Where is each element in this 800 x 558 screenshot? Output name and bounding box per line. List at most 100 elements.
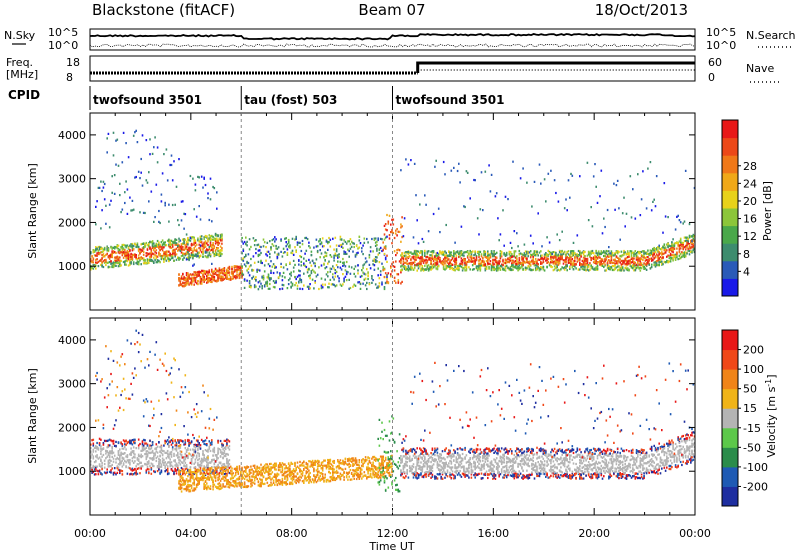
echo-cell: [129, 197, 131, 199]
echo-cell: [249, 238, 251, 240]
echo-cell: [642, 170, 644, 172]
echo-cell: [516, 255, 518, 257]
echo-cell: [480, 208, 482, 210]
echo-cell: [496, 252, 498, 254]
echo-cell: [374, 269, 376, 271]
echo-cell: [279, 272, 281, 274]
echo-cell: [362, 245, 364, 247]
echo-cell: [396, 252, 398, 254]
echo-cell: [109, 456, 111, 458]
echo-cell: [384, 288, 386, 290]
echo-cell: [125, 264, 127, 266]
echo-cell: [294, 264, 296, 266]
echo-cell: [367, 271, 369, 273]
echo-cell: [168, 472, 170, 474]
echo-cell: [105, 259, 107, 261]
echo-cell: [156, 252, 158, 254]
echo-cell: [115, 445, 117, 447]
echo-cell: [511, 253, 513, 255]
echo-cell: [144, 259, 146, 261]
echo-cell: [342, 273, 344, 275]
echo-cell: [434, 166, 436, 168]
echo-cell: [113, 458, 115, 460]
echo-cell: [135, 130, 137, 132]
echo-cell: [134, 456, 136, 458]
echo-cell: [172, 257, 174, 259]
echo-cell: [95, 460, 97, 462]
echo-cell: [316, 258, 318, 260]
echo-cell: [146, 447, 148, 449]
echo-cell: [221, 239, 223, 241]
echo-cell: [461, 226, 463, 228]
echo-cell: [152, 153, 154, 155]
echo-cell: [173, 453, 175, 455]
echo-cell: [389, 234, 391, 236]
echo-cell: [108, 248, 110, 250]
echo-cell: [667, 216, 669, 218]
echo-cell: [265, 260, 267, 262]
echo-cell: [100, 453, 102, 455]
echo-cell: [289, 244, 291, 246]
echo-cell: [147, 445, 149, 447]
echo-cell: [316, 239, 318, 241]
echo-cell: [357, 272, 359, 274]
echo-cell: [269, 265, 271, 267]
echo-cell: [589, 269, 591, 271]
echo-cell: [236, 277, 238, 279]
echo-cell: [279, 274, 281, 276]
echo-cell: [328, 241, 330, 243]
echo-cell: [255, 276, 257, 278]
nsky-tick-high: 10^5: [48, 26, 78, 39]
echo-cell: [186, 258, 188, 260]
echo-cell: [498, 239, 500, 241]
echo-cell: [502, 264, 504, 266]
echo-cell: [640, 214, 642, 216]
echo-cell: [133, 263, 135, 265]
echo-cell: [312, 279, 314, 281]
echo-cell: [327, 263, 329, 265]
echo-cell: [273, 263, 275, 265]
echo-cell: [101, 468, 103, 470]
echo-cell: [164, 461, 166, 463]
echo-cell: [627, 250, 629, 252]
echo-cell: [283, 266, 285, 268]
echo-cell: [130, 447, 132, 449]
echo-cell: [110, 471, 112, 473]
echo-cell: [109, 444, 111, 446]
echo-cell: [485, 171, 487, 173]
echo-cell: [104, 183, 106, 185]
echo-cell: [275, 281, 277, 283]
echo-cell: [665, 246, 667, 248]
echo-cell: [433, 260, 435, 262]
echo-cell: [248, 268, 250, 270]
echo-cell: [156, 460, 158, 462]
echo-cell: [124, 452, 126, 454]
echo-cell: [558, 201, 560, 203]
echo-cell: [590, 206, 592, 208]
echo-cell: [154, 454, 156, 456]
echo-cell: [187, 237, 189, 239]
echo-cell: [203, 238, 205, 240]
echo-cell: [134, 439, 136, 441]
echo-cell: [367, 241, 369, 243]
echo-cell: [149, 465, 151, 467]
echo-cell: [172, 179, 174, 181]
echo-cell: [462, 269, 464, 271]
echo-cell: [285, 263, 287, 265]
echo-cell: [532, 242, 534, 244]
echo-cell: [264, 285, 266, 287]
echo-cell: [617, 262, 619, 264]
echo-cell: [133, 248, 135, 250]
echo-cell: [261, 285, 263, 287]
echo-cell: [293, 260, 295, 262]
echo-cell: [598, 250, 600, 252]
echo-cell: [283, 272, 285, 274]
echo-cell: [161, 194, 163, 196]
echo-cell: [280, 263, 282, 265]
echo-cell: [628, 256, 630, 258]
echo-cell: [617, 180, 619, 182]
echo-cell: [353, 268, 355, 270]
echo-cell: [255, 280, 257, 282]
echo-cell: [550, 170, 552, 172]
echo-cell: [350, 273, 352, 275]
